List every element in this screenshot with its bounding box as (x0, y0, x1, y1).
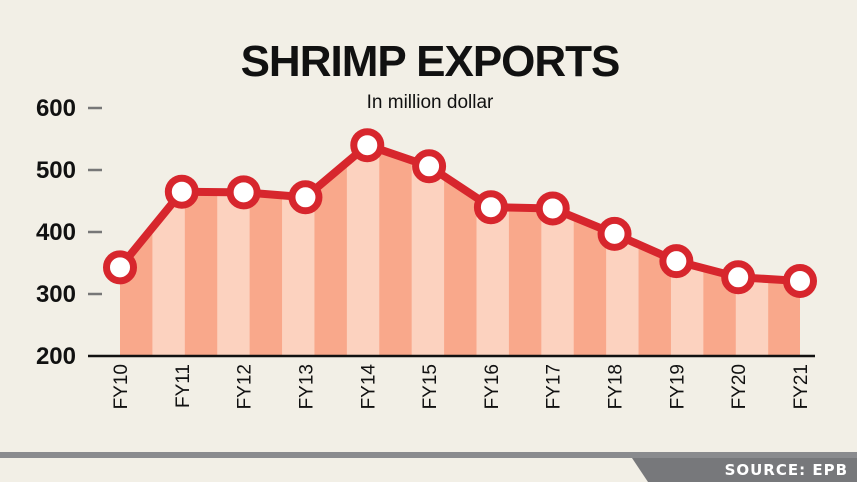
y-tick-label: 200 (36, 343, 76, 370)
area-stripe (346, 145, 380, 356)
data-point-fy17 (535, 191, 570, 226)
area-stripe (703, 145, 737, 356)
data-point-fy21 (783, 263, 817, 298)
x-tick-label: FY13 (296, 364, 317, 409)
series-line (103, 128, 817, 298)
x-tick-label: FY10 (111, 364, 132, 409)
footer-rule (0, 452, 857, 458)
y-tick-label: 400 (36, 219, 76, 246)
x-tick-label: FY18 (606, 364, 627, 409)
area-stripe (249, 145, 283, 356)
data-point-fy14 (350, 128, 385, 163)
data-point-fy12 (226, 175, 261, 210)
x-tick-label: FY15 (420, 364, 441, 409)
data-point-fy10 (103, 250, 137, 285)
data-point-fy20 (721, 260, 756, 295)
area-stripe (768, 145, 800, 356)
chart-title: SHRIMP EXPORTS (241, 37, 620, 86)
area-stripe (735, 145, 769, 356)
x-tick-label: FY17 (544, 364, 565, 409)
area-stripe (184, 145, 218, 356)
data-point-fy15 (412, 149, 447, 184)
area-stripe (606, 145, 640, 356)
y-axis: 200 300 400 500 600 (36, 95, 102, 370)
data-point-fy19 (659, 244, 694, 279)
data-point-fy13 (288, 180, 323, 215)
data-point-fy16 (473, 190, 508, 225)
y-tick-label: 300 (36, 281, 76, 308)
chart-subtitle: In million dollar (367, 92, 494, 113)
area-stripe (638, 145, 672, 356)
area-stripe (120, 145, 153, 356)
data-point-fy11 (164, 174, 199, 209)
x-tick-label: FY20 (729, 364, 750, 409)
x-axis: FY10 FY11 FY12 FY13 FY14 FY15 FY16 FY17 FY18 FY19… (111, 364, 812, 410)
area-stripe (379, 145, 413, 356)
x-tick-label: FY21 (791, 364, 812, 409)
data-point-fy18 (597, 216, 632, 251)
area-stripe (573, 145, 607, 356)
source-label: SOURCE: EPB (725, 461, 848, 479)
x-tick-label: FY16 (482, 364, 503, 409)
source-box (632, 458, 857, 482)
area-stripe (670, 145, 704, 356)
x-tick-label: FY14 (358, 364, 379, 410)
x-tick-label: FY19 (667, 364, 688, 409)
y-tick-label: 500 (36, 157, 76, 184)
x-tick-label: FY12 (235, 364, 256, 409)
x-tick-label: FY11 (173, 364, 194, 408)
y-tick-label: 600 (36, 95, 76, 122)
